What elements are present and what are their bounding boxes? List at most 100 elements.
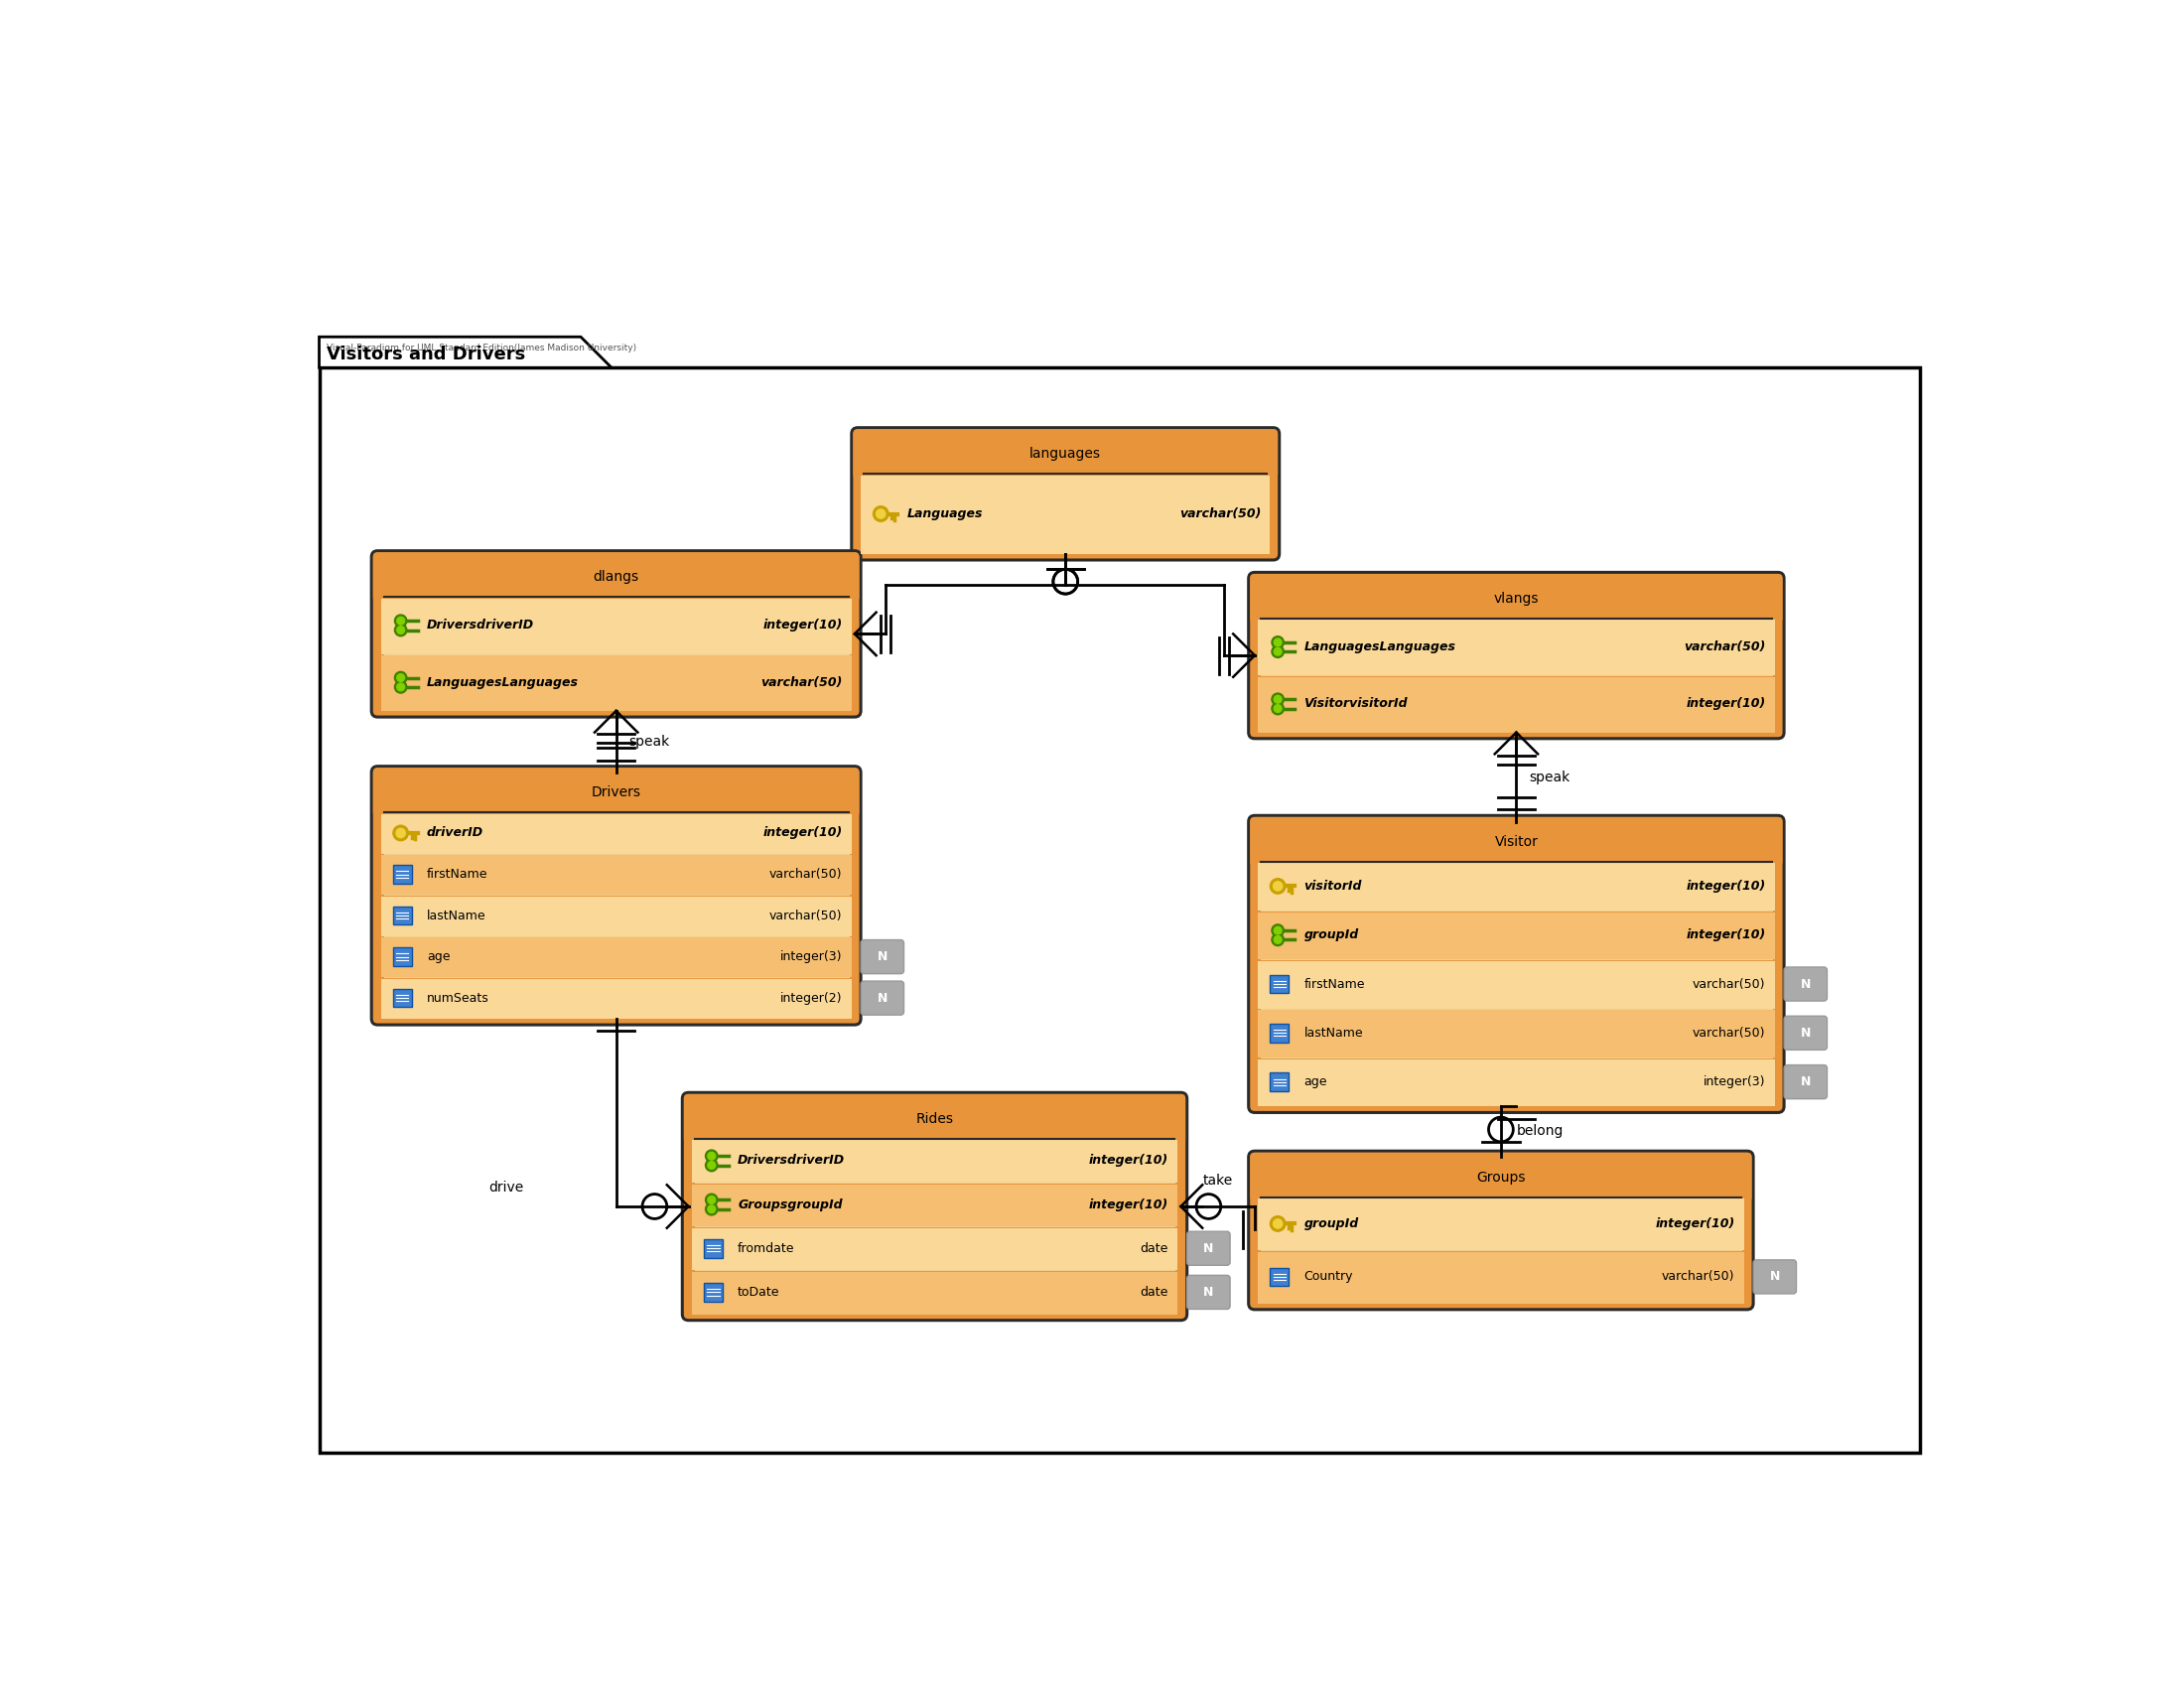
Bar [393, 989, 411, 1008]
Bar [393, 864, 411, 883]
Text: date: date [1140, 1286, 1168, 1298]
Polygon shape [319, 338, 612, 368]
Text: belong: belong [1516, 1124, 1564, 1138]
Text: integer(10): integer(10) [1686, 928, 1765, 942]
FancyBboxPatch shape [1249, 815, 1784, 1112]
FancyBboxPatch shape [1249, 817, 1782, 866]
Text: numSeats: numSeats [426, 991, 489, 1004]
Text: N: N [878, 950, 887, 964]
Bar [1271, 1072, 1289, 1090]
Bar [703, 1283, 723, 1301]
Bar [380, 814, 852, 854]
Bar [393, 906, 411, 925]
Bar [1271, 1023, 1289, 1041]
Circle shape [1271, 694, 1284, 706]
FancyBboxPatch shape [1188, 1276, 1230, 1310]
Circle shape [1273, 935, 1282, 944]
FancyBboxPatch shape [860, 981, 904, 1014]
FancyBboxPatch shape [373, 768, 858, 817]
Text: integer(3): integer(3) [1704, 1075, 1765, 1089]
Text: DriversdriverID: DriversdriverID [426, 619, 535, 631]
Text: speak: speak [629, 734, 668, 748]
Text: varchar(50): varchar(50) [760, 675, 843, 689]
Text: varchar(50): varchar(50) [1684, 640, 1765, 653]
Circle shape [1271, 702, 1284, 714]
Text: varchar(50): varchar(50) [769, 910, 843, 922]
Circle shape [395, 680, 406, 694]
Circle shape [1273, 648, 1282, 655]
Circle shape [395, 625, 406, 636]
Text: Groups: Groups [1476, 1170, 1524, 1185]
FancyBboxPatch shape [852, 427, 1280, 560]
Circle shape [1273, 1219, 1282, 1229]
Text: integer(10): integer(10) [762, 827, 843, 839]
Circle shape [397, 674, 404, 682]
FancyBboxPatch shape [860, 940, 904, 974]
FancyBboxPatch shape [854, 429, 1278, 478]
Circle shape [705, 1204, 719, 1215]
FancyBboxPatch shape [1188, 1232, 1230, 1266]
Bar [1271, 974, 1289, 993]
Bar [380, 599, 852, 653]
FancyBboxPatch shape [371, 550, 860, 717]
Circle shape [1271, 1215, 1286, 1232]
Circle shape [397, 626, 404, 635]
FancyBboxPatch shape [1249, 574, 1782, 623]
Text: age: age [426, 950, 450, 964]
Circle shape [1273, 927, 1282, 935]
Circle shape [1273, 704, 1282, 712]
Text: age: age [1304, 1075, 1328, 1089]
Text: integer(10): integer(10) [1090, 1155, 1168, 1166]
Text: integer(10): integer(10) [1686, 697, 1765, 711]
Text: Drivers: Drivers [592, 785, 640, 800]
Text: integer(10): integer(10) [1686, 879, 1765, 893]
Text: varchar(50): varchar(50) [1662, 1271, 1734, 1283]
Text: N: N [878, 991, 887, 1004]
Circle shape [874, 506, 889, 522]
Text: integer(10): integer(10) [1090, 1198, 1168, 1210]
Bar [1271, 1268, 1289, 1286]
FancyBboxPatch shape [1249, 1151, 1754, 1310]
Text: take: take [1203, 1175, 1232, 1188]
Circle shape [705, 1150, 719, 1161]
Text: GroupsgroupId: GroupsgroupId [738, 1198, 843, 1210]
Text: groupId: groupId [1304, 928, 1358, 942]
Bar [380, 979, 852, 1018]
FancyBboxPatch shape [373, 552, 858, 601]
Text: lastName: lastName [426, 910, 487, 922]
Circle shape [393, 825, 408, 841]
Circle shape [1273, 695, 1282, 704]
FancyBboxPatch shape [1784, 1016, 1828, 1050]
Text: date: date [1140, 1242, 1168, 1254]
Bar [1258, 619, 1776, 675]
Bar [1258, 1009, 1776, 1057]
FancyBboxPatch shape [1784, 1065, 1828, 1099]
Text: varchar(50): varchar(50) [1179, 508, 1260, 520]
Text: firstName: firstName [1304, 977, 1365, 991]
FancyBboxPatch shape [1784, 967, 1828, 1001]
Bar [1258, 1198, 1745, 1251]
Bar [380, 939, 852, 977]
Text: Visitors and Drivers: Visitors and Drivers [328, 344, 526, 363]
Circle shape [708, 1197, 716, 1204]
Text: N: N [1203, 1286, 1214, 1298]
Text: varchar(50): varchar(50) [769, 868, 843, 881]
FancyBboxPatch shape [681, 1092, 1188, 1320]
Bar [692, 1271, 1177, 1315]
Text: visitorId: visitorId [1304, 879, 1363, 893]
Text: integer(3): integer(3) [780, 950, 843, 964]
Circle shape [708, 1153, 716, 1160]
Text: dlangs: dlangs [594, 571, 640, 584]
FancyBboxPatch shape [371, 766, 860, 1025]
Circle shape [397, 618, 404, 625]
Text: vlangs: vlangs [1494, 591, 1540, 606]
Text: driverID: driverID [426, 827, 483, 839]
Circle shape [708, 1161, 716, 1170]
Text: N: N [1800, 1026, 1811, 1040]
Circle shape [708, 1205, 716, 1214]
Text: LanguagesLanguages: LanguagesLanguages [1304, 640, 1457, 653]
Circle shape [397, 684, 404, 690]
Text: integer(2): integer(2) [780, 991, 843, 1004]
Bar [1258, 677, 1776, 733]
Text: varchar(50): varchar(50) [1693, 1026, 1765, 1040]
